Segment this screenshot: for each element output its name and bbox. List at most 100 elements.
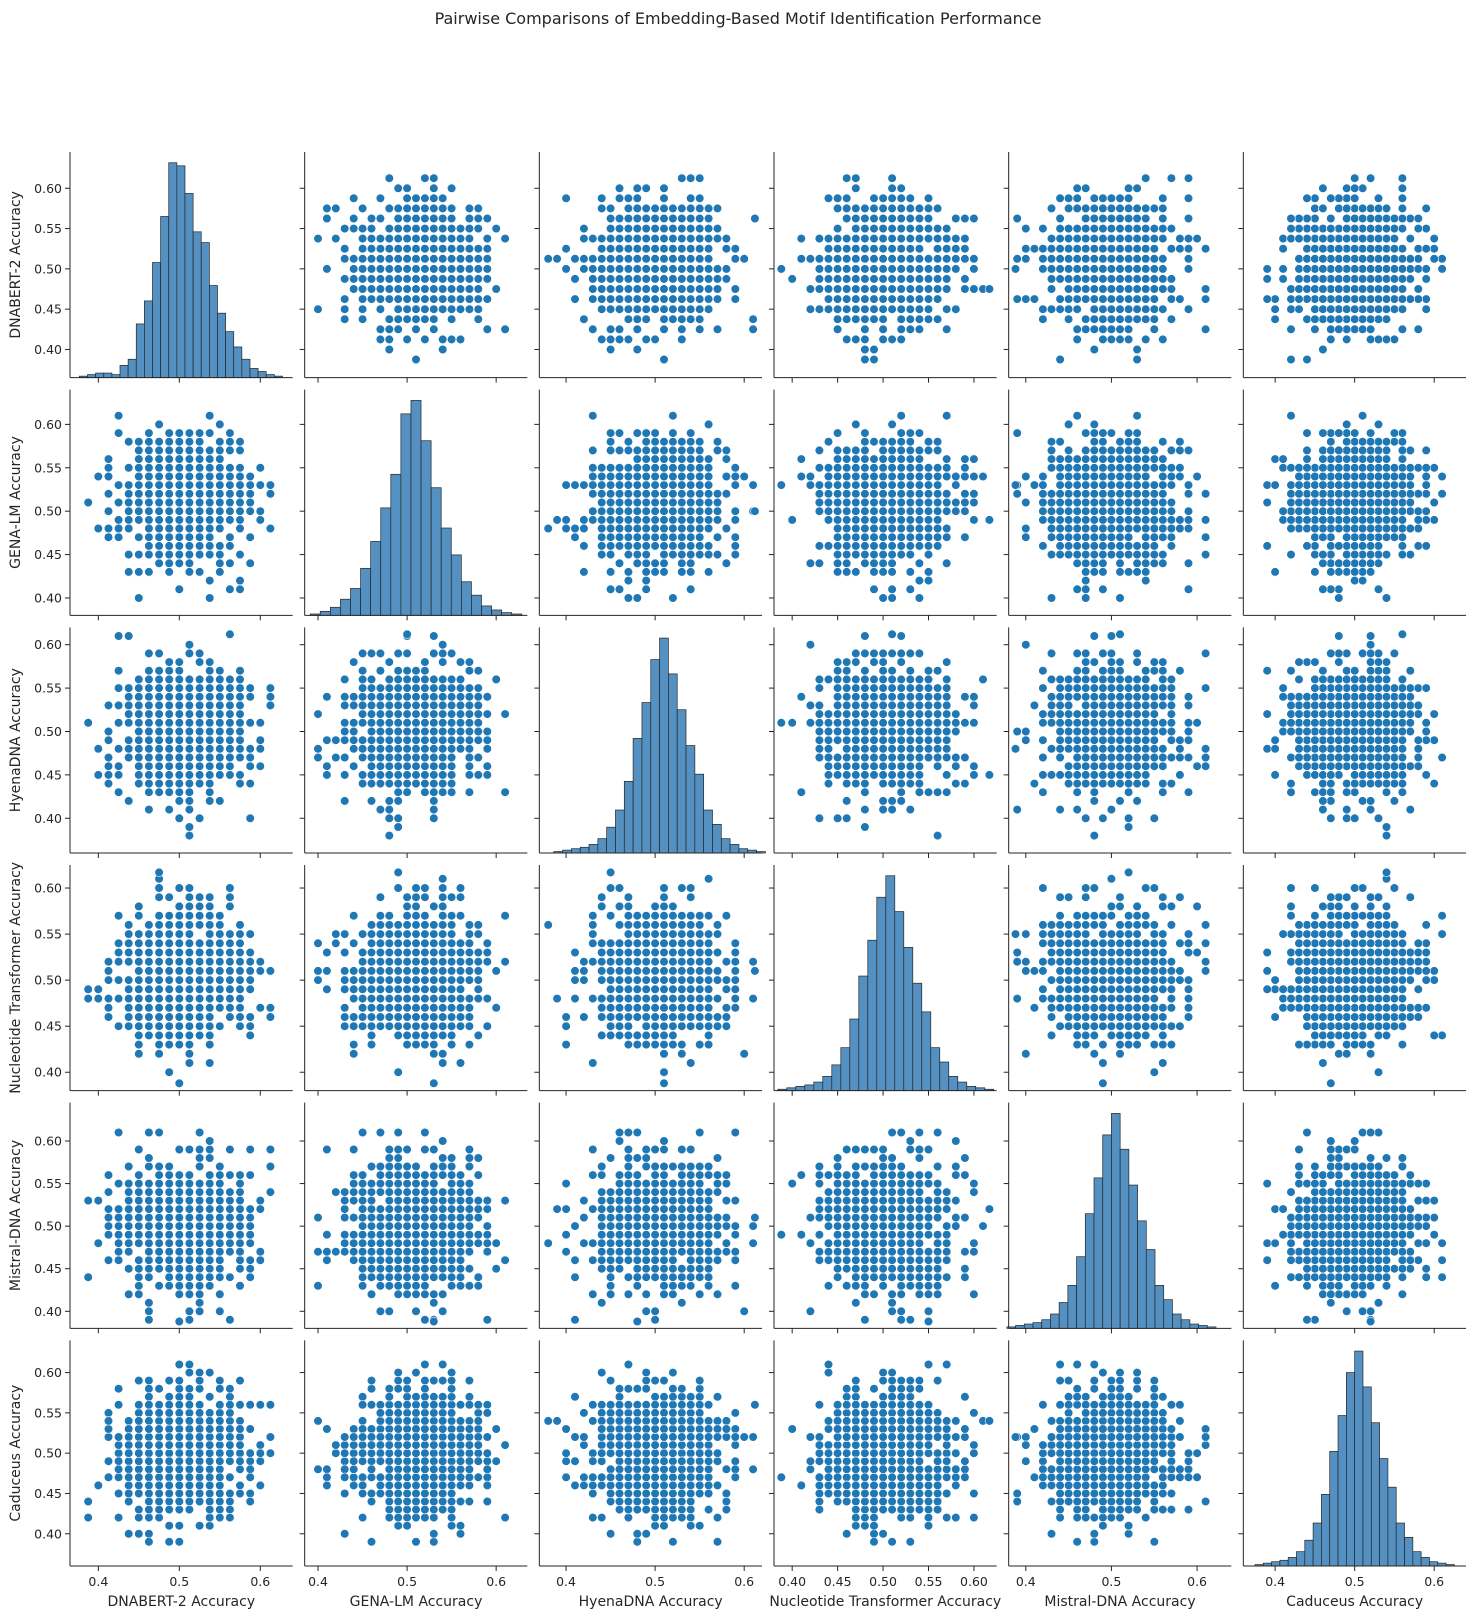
scatter-point bbox=[588, 274, 598, 284]
scatter-point bbox=[659, 354, 669, 365]
scatter-point bbox=[1149, 264, 1159, 274]
scatter-point bbox=[420, 213, 430, 224]
scatter-point bbox=[579, 254, 589, 264]
scatter-point bbox=[832, 234, 843, 244]
scatter-point bbox=[1055, 354, 1065, 365]
scatter-point bbox=[686, 203, 696, 213]
scatter-point bbox=[942, 304, 952, 314]
scatter-point bbox=[473, 254, 483, 264]
scatter-point bbox=[1381, 294, 1392, 304]
scatter-point bbox=[543, 254, 553, 264]
scatter-point bbox=[923, 264, 934, 274]
scatter-point bbox=[887, 274, 897, 284]
scatter-point bbox=[1405, 213, 1415, 224]
scatter-point bbox=[914, 324, 925, 334]
scatter-point bbox=[1183, 264, 1194, 274]
scatter-point bbox=[614, 294, 625, 304]
scatter-point bbox=[1081, 294, 1091, 304]
scatter-point bbox=[455, 254, 466, 264]
scatter-point bbox=[1089, 274, 1099, 284]
scatter-point bbox=[366, 264, 377, 274]
scatter-point bbox=[1046, 254, 1057, 264]
scatter-point bbox=[1055, 254, 1065, 264]
scatter-point bbox=[1055, 224, 1065, 234]
scatter-point bbox=[1373, 244, 1384, 254]
scatter-point bbox=[1063, 234, 1074, 244]
scatter-point bbox=[588, 324, 598, 334]
scatter-point bbox=[942, 264, 952, 274]
scatter-point bbox=[455, 284, 466, 294]
panel-r0-c5 bbox=[1238, 152, 1466, 383]
scatter-point bbox=[1081, 324, 1091, 334]
scatter-point bbox=[1132, 213, 1142, 224]
scatter-point bbox=[1089, 224, 1099, 234]
scatter-point bbox=[402, 203, 412, 213]
scatter-point bbox=[1262, 274, 1272, 284]
scatter-point bbox=[1106, 193, 1116, 203]
scatter-point bbox=[614, 193, 625, 203]
scatter-point bbox=[1123, 193, 1134, 203]
scatter-point bbox=[659, 314, 669, 324]
scatter-point bbox=[614, 324, 625, 334]
scatter-point bbox=[695, 193, 705, 203]
panel-r0-c1 bbox=[299, 152, 528, 383]
scatter-point bbox=[429, 203, 439, 213]
scatter-point bbox=[1286, 284, 1296, 294]
scatter-point bbox=[358, 264, 368, 274]
scatter-point bbox=[500, 324, 510, 334]
scatter-point bbox=[703, 244, 714, 254]
scatter-point bbox=[1350, 183, 1360, 193]
scatter-point bbox=[464, 284, 475, 294]
scatter-point bbox=[659, 203, 669, 213]
y-axis-label: DNABERT-2 Accuracy bbox=[8, 191, 24, 339]
scatter-point bbox=[473, 224, 483, 234]
scatter-point bbox=[887, 173, 897, 183]
scatter-point bbox=[1342, 244, 1352, 254]
hist-bar-0-5 bbox=[119, 365, 129, 379]
scatter-point bbox=[491, 224, 501, 234]
scatter-point bbox=[455, 234, 466, 244]
hist-bar-0-2 bbox=[95, 372, 105, 379]
scatter-point bbox=[438, 284, 448, 294]
scatter-point bbox=[1072, 254, 1082, 264]
scatter-point bbox=[686, 244, 696, 254]
scatter-point bbox=[1063, 264, 1074, 274]
scatter-point bbox=[650, 334, 660, 345]
scatter-point bbox=[447, 284, 457, 294]
scatter-point bbox=[695, 244, 705, 254]
scatter-point bbox=[375, 213, 386, 224]
scatter-point bbox=[402, 254, 412, 264]
scatter-point bbox=[878, 284, 888, 294]
scatter-point bbox=[1098, 193, 1108, 203]
scatter-point bbox=[1278, 244, 1288, 254]
scatter-point bbox=[1373, 224, 1384, 234]
scatter-point bbox=[851, 244, 861, 254]
scatter-point bbox=[1081, 224, 1091, 234]
scatter-point bbox=[805, 284, 816, 294]
scatter-point bbox=[366, 213, 377, 224]
scatter-point bbox=[1106, 224, 1116, 234]
scatter-point bbox=[641, 203, 651, 213]
scatter-point bbox=[860, 354, 870, 365]
scatter-point bbox=[878, 244, 888, 254]
scatter-point bbox=[1200, 284, 1211, 294]
scatter-point bbox=[1021, 254, 1031, 264]
scatter-point bbox=[851, 254, 861, 264]
scatter-point bbox=[1397, 284, 1407, 294]
scatter-point bbox=[1166, 173, 1176, 183]
scatter-point bbox=[1158, 284, 1168, 294]
scatter-point bbox=[677, 274, 687, 284]
scatter-point bbox=[923, 193, 934, 203]
scatter-point bbox=[730, 284, 740, 294]
scatter-point bbox=[597, 244, 607, 254]
panel-r0-c3 bbox=[769, 152, 997, 383]
scatter-point bbox=[712, 234, 723, 244]
scatter-point bbox=[1141, 173, 1151, 183]
scatter-point bbox=[1373, 294, 1384, 304]
y-tick-label: 0.60 bbox=[34, 181, 62, 196]
scatter-point bbox=[1072, 224, 1082, 234]
scatter-point bbox=[1365, 173, 1376, 183]
scatter-point bbox=[1132, 304, 1142, 314]
scatter-point bbox=[1132, 294, 1142, 304]
